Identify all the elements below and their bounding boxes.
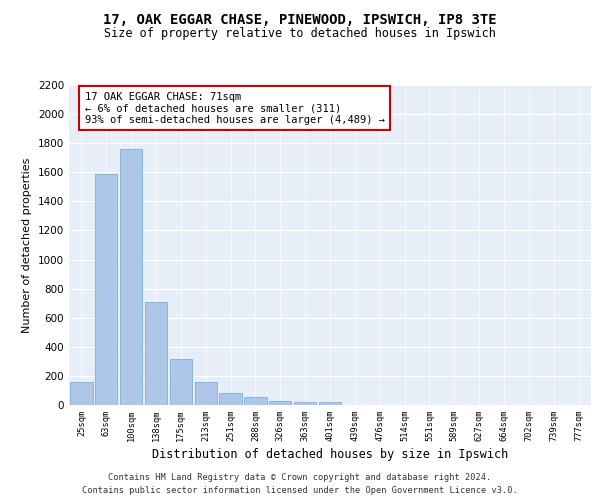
Bar [70,382,92,405]
X-axis label: Distribution of detached houses by size in Ipswich: Distribution of detached houses by size … [152,448,508,462]
Bar [220,392,242,405]
Text: Contains HM Land Registry data © Crown copyright and database right 2024.
Contai: Contains HM Land Registry data © Crown c… [82,474,518,495]
Bar [145,302,167,405]
Bar [269,400,292,405]
Text: 17, OAK EGGAR CHASE, PINEWOOD, IPSWICH, IP8 3TE: 17, OAK EGGAR CHASE, PINEWOOD, IPSWICH, … [103,12,497,26]
Bar [170,359,192,405]
Bar [294,402,316,405]
Bar [120,149,142,405]
Text: 17 OAK EGGAR CHASE: 71sqm
← 6% of detached houses are smaller (311)
93% of semi-: 17 OAK EGGAR CHASE: 71sqm ← 6% of detach… [85,92,385,124]
Bar [194,382,217,405]
Bar [244,398,266,405]
Text: Size of property relative to detached houses in Ipswich: Size of property relative to detached ho… [104,28,496,40]
Bar [95,174,118,405]
Y-axis label: Number of detached properties: Number of detached properties [22,158,32,332]
Bar [319,402,341,405]
